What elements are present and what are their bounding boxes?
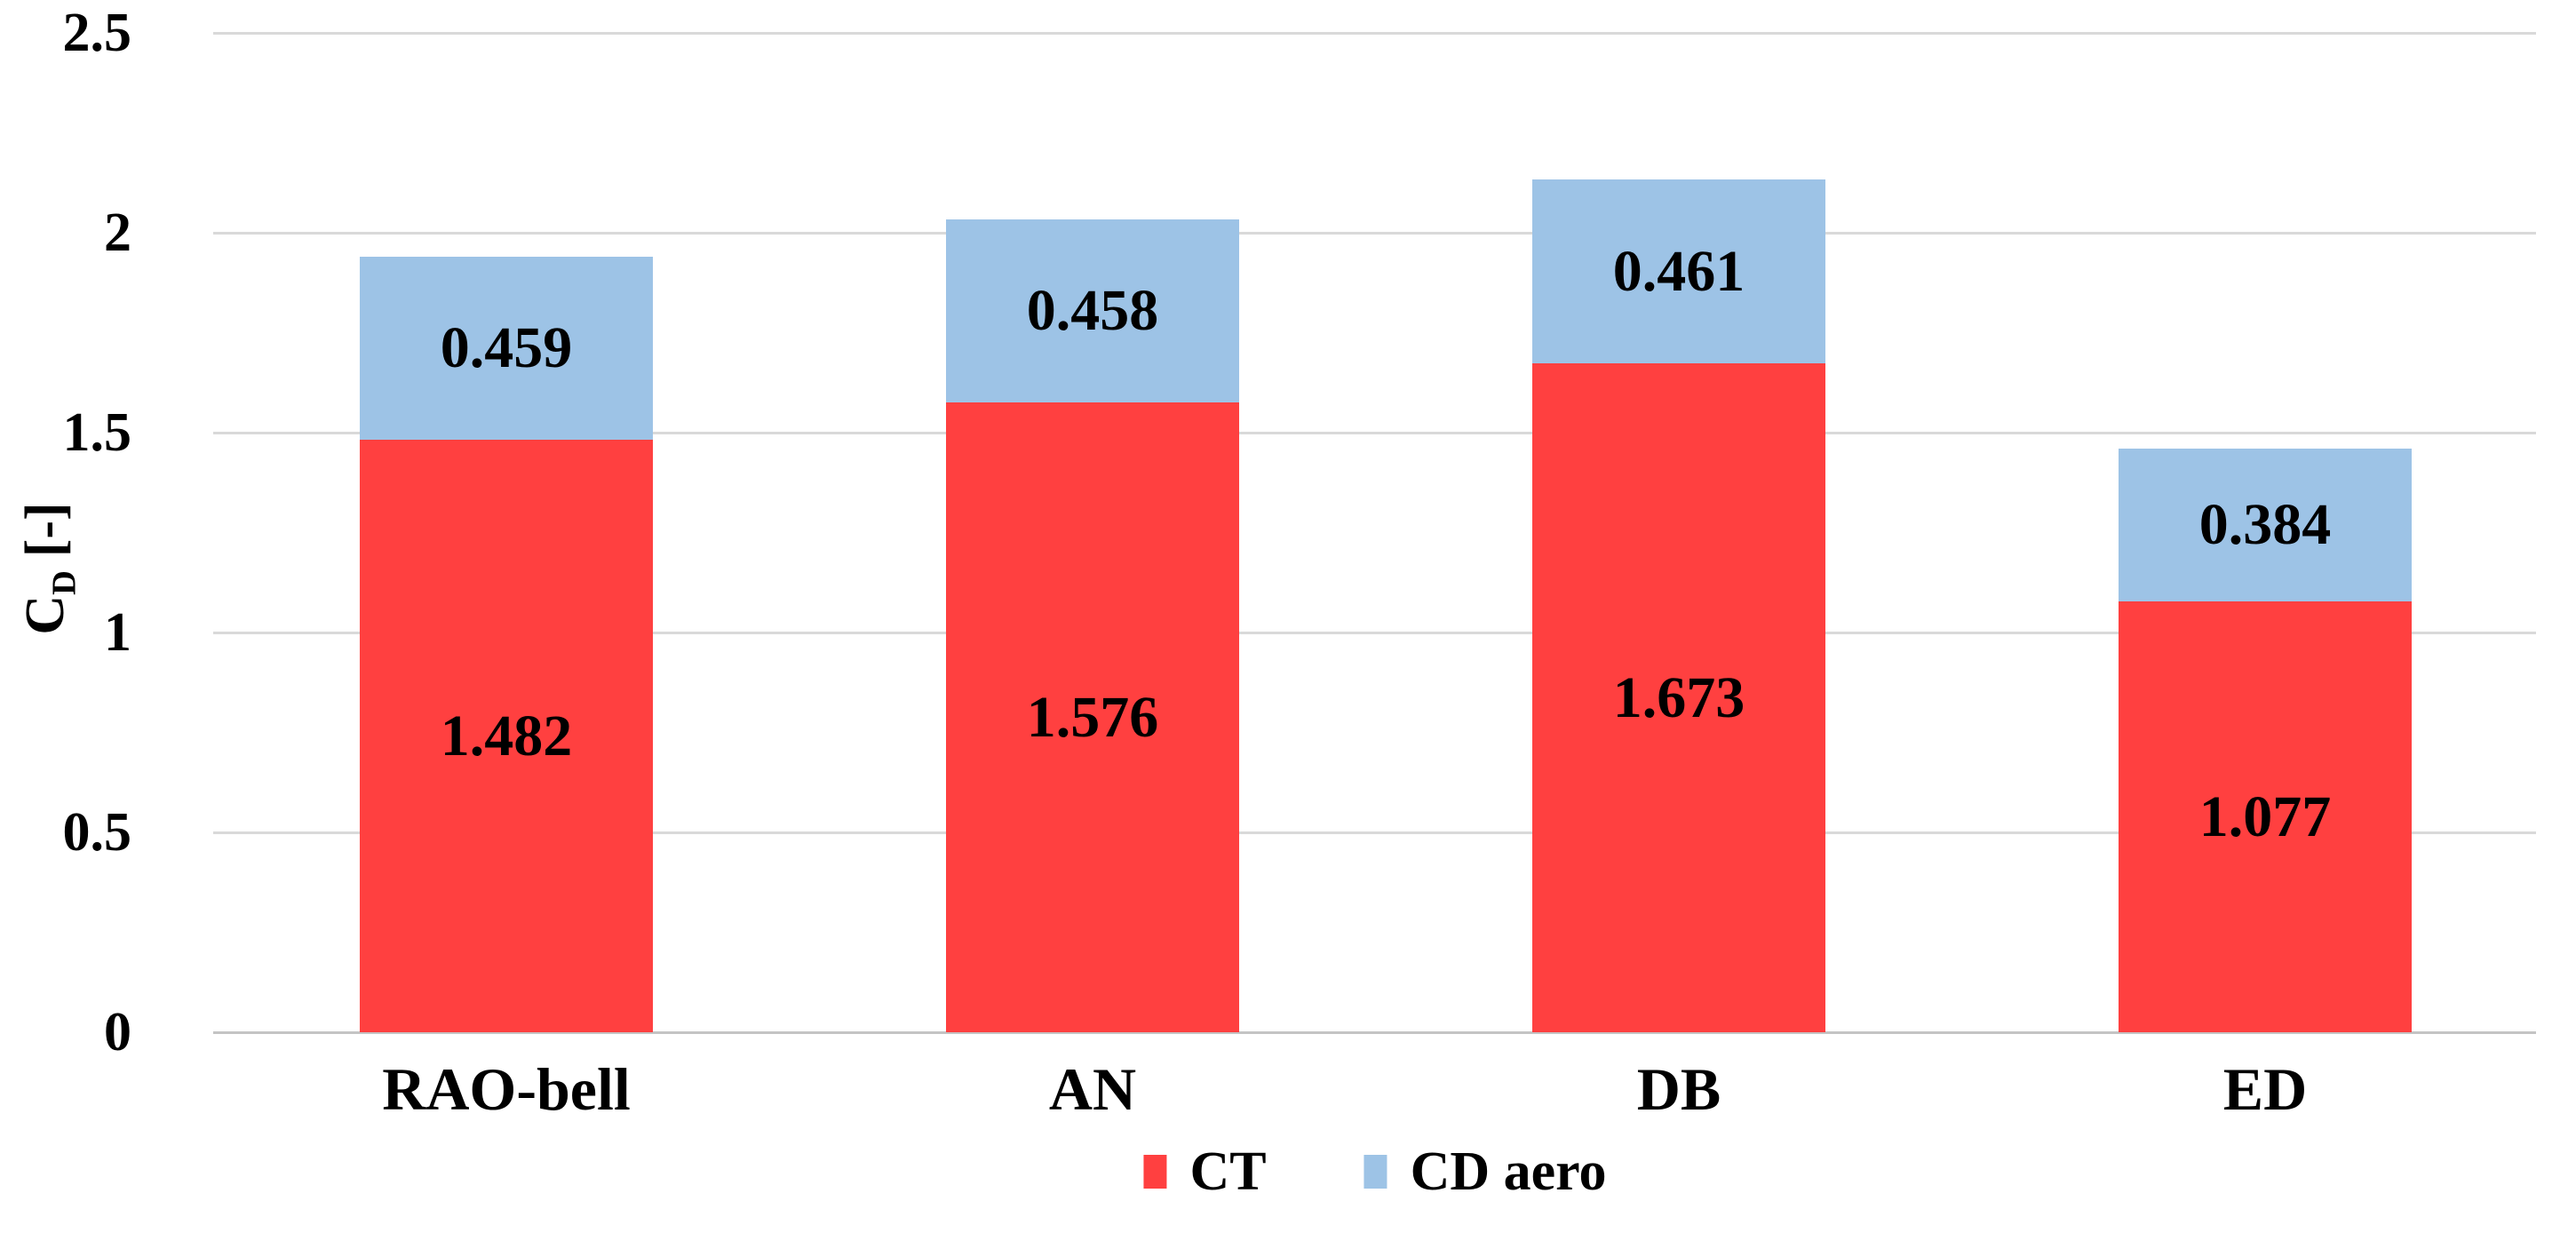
- bar-value-label: 0.384: [2198, 492, 2332, 557]
- y-tick-label: 1: [104, 602, 131, 663]
- legend: CT CD aero: [1143, 1142, 1607, 1202]
- y-tick-label: 2.5: [62, 3, 132, 63]
- bar-value-label: 1.077: [2198, 784, 2332, 849]
- bar-value-label: 0.458: [1026, 278, 1159, 343]
- bar-segment-ct: 1.482: [360, 440, 653, 1032]
- gridline: [213, 432, 2536, 434]
- gridline: [213, 632, 2536, 634]
- gridline: [213, 831, 2536, 834]
- y-tick-label: 2: [104, 203, 131, 263]
- y-axis-title-unit: [-]: [15, 502, 76, 558]
- x-axis-baseline: [213, 1031, 2536, 1034]
- y-axis-title-subscript: D: [45, 570, 83, 595]
- y-tick-label: 0: [104, 1002, 131, 1062]
- category-label: RAO-bell: [382, 1055, 631, 1123]
- bar-segment-ct: 1.673: [1532, 363, 1825, 1032]
- bar-value-label: 1.576: [1026, 684, 1159, 750]
- category-label: DB: [1636, 1055, 1721, 1123]
- bar-segment-cd-aero: 0.458: [946, 219, 1239, 402]
- gridline: [213, 232, 2536, 235]
- legend-marker: [1143, 1155, 1167, 1189]
- bar-segment-cd-aero: 0.384: [2119, 449, 2412, 601]
- bar-segment-cd-aero: 0.461: [1532, 179, 1825, 363]
- bar-value-label: 1.482: [440, 703, 573, 768]
- legend-marker: [1364, 1155, 1387, 1189]
- bar-value-label: 0.461: [1612, 238, 1745, 304]
- y-tick-label: 0.5: [62, 802, 132, 863]
- bar-segment-cd-aero: 0.459: [360, 257, 653, 440]
- legend-item-ct: CT: [1143, 1142, 1267, 1202]
- bar-segment-ct: 1.077: [2119, 601, 2412, 1032]
- legend-label: CT: [1189, 1142, 1267, 1202]
- category-label: AN: [1048, 1055, 1137, 1123]
- bar-value-label: 1.673: [1612, 664, 1745, 730]
- category-label: ED: [2222, 1055, 2308, 1123]
- bar-value-label: 0.459: [440, 315, 573, 380]
- bar-segment-ct: 1.576: [946, 402, 1239, 1032]
- legend-item-cd-aero: CD aero: [1364, 1144, 1607, 1199]
- y-tick-label: 1.5: [62, 402, 132, 463]
- legend-label: CD aero: [1410, 1142, 1607, 1202]
- gridline: [213, 32, 2536, 35]
